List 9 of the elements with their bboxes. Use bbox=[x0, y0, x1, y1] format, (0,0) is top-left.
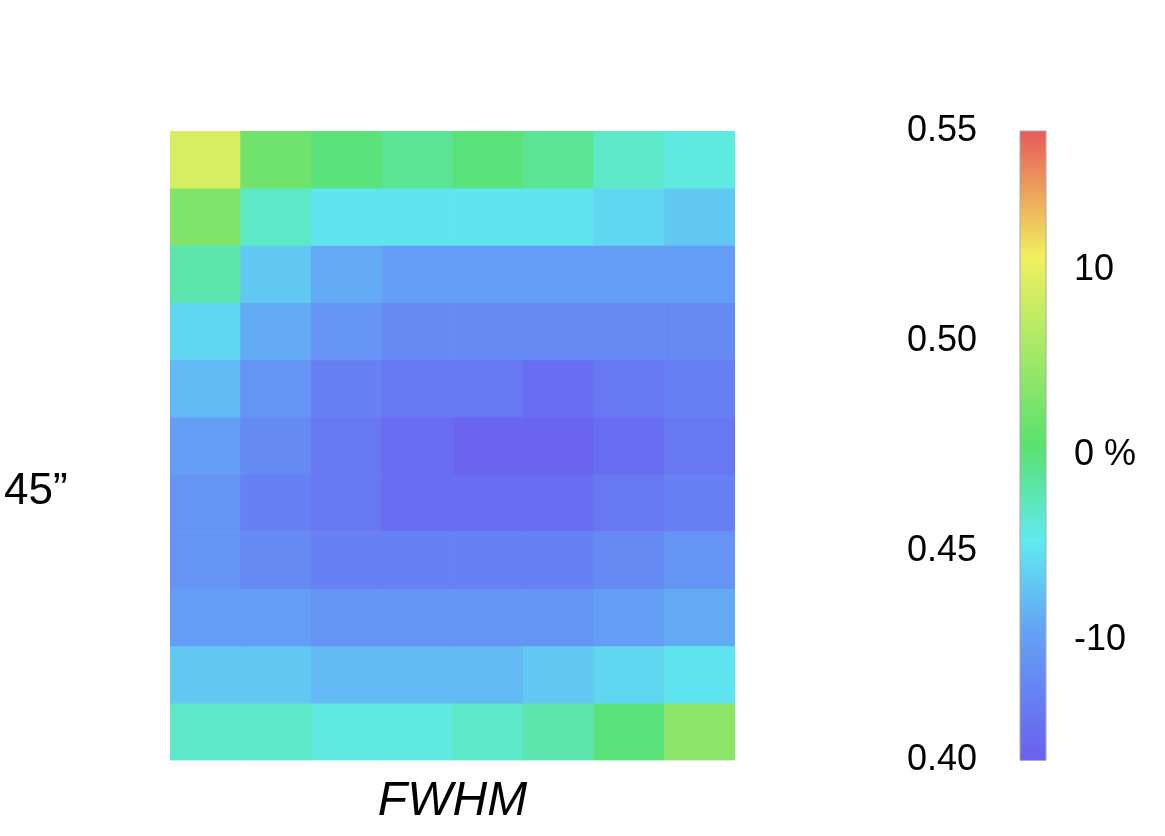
text: 0.45 bbox=[907, 527, 978, 569]
color-bar-label: -10 bbox=[1074, 617, 1127, 658]
color-bar-label: 0 % bbox=[1074, 431, 1137, 473]
y-axis-title: 45” bbox=[4, 464, 68, 514]
color-bar-label: 10 bbox=[1074, 246, 1115, 288]
text: 0.40 bbox=[907, 737, 978, 779]
x-axis-title: FWHM bbox=[377, 772, 528, 826]
text: 0.50 bbox=[907, 317, 978, 359]
text: 0.55 bbox=[907, 107, 978, 149]
